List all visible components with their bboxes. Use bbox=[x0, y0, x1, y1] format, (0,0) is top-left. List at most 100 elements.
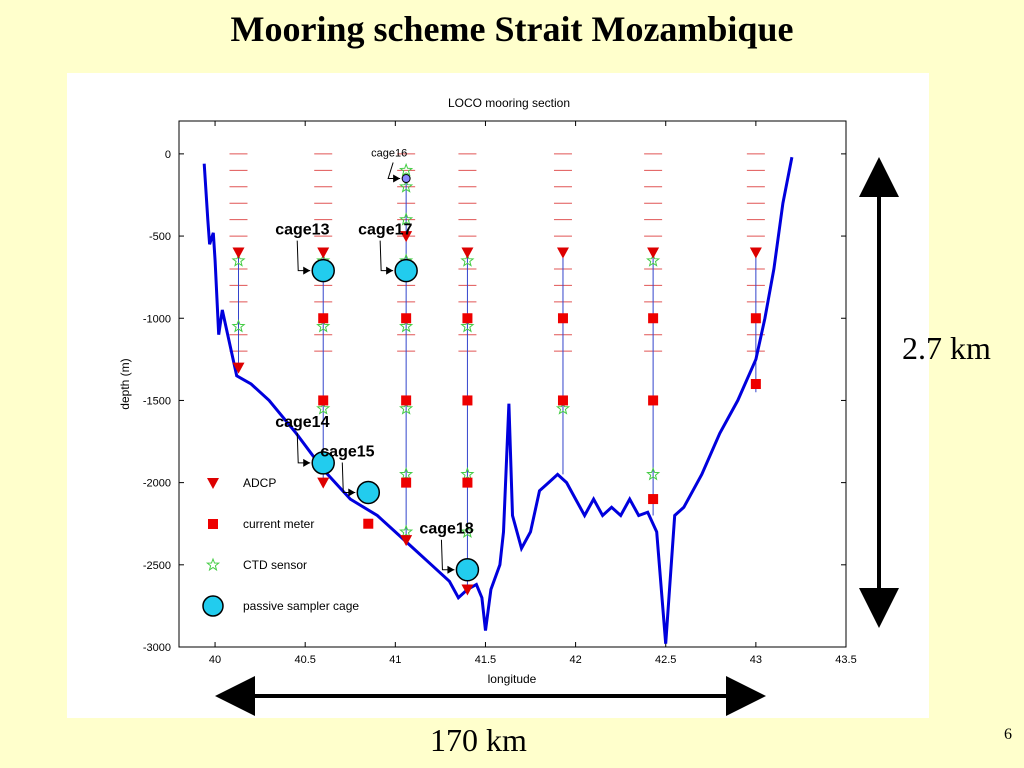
x-tick-label: 43 bbox=[750, 654, 762, 666]
y-tick-label: -1000 bbox=[143, 313, 171, 325]
adcp-marker bbox=[400, 535, 413, 547]
cage-marker bbox=[401, 174, 411, 184]
adcp-marker bbox=[749, 247, 762, 259]
cage-marker bbox=[356, 480, 381, 505]
cage-label: cage17 bbox=[358, 222, 412, 239]
x-tick-label: 40.5 bbox=[294, 654, 315, 666]
ctd-sensor-marker bbox=[399, 179, 414, 193]
chart-legend: ADCP current meter CTD sensor passive sampl… bbox=[202, 476, 359, 617]
chart-title: LOCO mooring section bbox=[448, 96, 570, 110]
bathymetry-line bbox=[202, 156, 794, 644]
figure-panel: LOCO mooring section 40 40.5 41 41.5 42 42.5 4… bbox=[67, 73, 929, 718]
current-meter-marker bbox=[648, 395, 659, 406]
current-meter-marker bbox=[462, 395, 473, 406]
x-tick-label: 41.5 bbox=[475, 654, 496, 666]
adcp-marker bbox=[317, 477, 330, 489]
cage-marker bbox=[311, 451, 335, 475]
cage-label: cage15 bbox=[320, 443, 374, 460]
cage-marker bbox=[394, 258, 418, 283]
legend-cage-symbol bbox=[202, 595, 224, 617]
legend-label: passive sampler cage bbox=[243, 599, 359, 613]
ctd-sensor-marker bbox=[231, 253, 246, 267]
ctd-sensor-marker bbox=[460, 319, 475, 333]
cage-label: cage14 bbox=[275, 414, 329, 431]
ctd-sensor-marker bbox=[399, 401, 414, 415]
sampler-cages: cage13 cage17 cage14 cage15 cage18 cage16 bbox=[275, 148, 480, 582]
adcp-marker bbox=[556, 247, 569, 259]
vertical-scale-label: 2.7 km bbox=[902, 330, 991, 366]
adcp-marker bbox=[400, 231, 413, 243]
legend-label: CTD sensor bbox=[243, 558, 307, 572]
adcp-marker bbox=[461, 584, 474, 596]
current-meter-marker bbox=[401, 313, 412, 324]
y-axis-label: depth (m) bbox=[118, 358, 132, 409]
current-meter-marker bbox=[750, 313, 761, 324]
horizontal-scale-label: 170 km bbox=[430, 722, 527, 758]
legend-ctd-symbol bbox=[205, 557, 221, 572]
mooring-instruments bbox=[231, 162, 762, 596]
cage-leader-arrowhead bbox=[386, 266, 394, 275]
cage-label: cage18 bbox=[419, 521, 473, 538]
plot-area bbox=[178, 120, 847, 648]
mooring-section-chart: LOCO mooring section 40 40.5 41 41.5 42 42.5 4… bbox=[118, 96, 857, 686]
ctd-sensor-marker bbox=[399, 212, 414, 226]
current-meter-marker bbox=[401, 477, 412, 488]
y-tick-label: -3000 bbox=[143, 642, 171, 654]
current-meter-marker bbox=[648, 313, 659, 324]
cage-leader-arrowhead bbox=[393, 174, 401, 183]
legend-adcp-symbol bbox=[207, 478, 219, 489]
legend-label: ADCP bbox=[243, 476, 276, 490]
y-tick-label: -2500 bbox=[143, 560, 171, 572]
x-tick-label: 42.5 bbox=[655, 654, 676, 666]
ctd-sensor-marker bbox=[316, 319, 331, 333]
cage-label: cage16 bbox=[371, 148, 407, 160]
cage-leader-arrowhead bbox=[303, 266, 311, 275]
adcp-marker bbox=[461, 247, 474, 259]
ctd-sensor-marker bbox=[399, 319, 414, 333]
adcp-marker bbox=[232, 362, 245, 374]
legend-current-meter-symbol bbox=[208, 519, 218, 529]
slide-title: Mooring scheme Strait Mozambique bbox=[230, 9, 794, 49]
cage-leader-arrowhead bbox=[447, 565, 455, 574]
ctd-sensor-marker bbox=[399, 524, 414, 538]
adcp-marker bbox=[647, 247, 660, 259]
y-tick-label: -500 bbox=[149, 231, 171, 243]
adcp-marker bbox=[317, 247, 330, 259]
ctd-sensor-marker bbox=[646, 253, 661, 267]
ctd-sensor-marker bbox=[460, 466, 475, 481]
current-meter-marker bbox=[462, 477, 473, 488]
x-tick-label: 40 bbox=[209, 654, 221, 666]
cage-leader-arrowhead bbox=[303, 458, 311, 467]
ctd-sensor-marker bbox=[460, 524, 475, 538]
adcp-marker bbox=[232, 247, 245, 259]
cage-label: cage13 bbox=[275, 222, 329, 239]
x-tick-label: 43.5 bbox=[835, 654, 856, 666]
current-meter-marker bbox=[318, 313, 329, 324]
cage-marker bbox=[311, 258, 335, 283]
current-meter-marker bbox=[750, 379, 761, 389]
x-tick-label: 42 bbox=[569, 654, 581, 666]
y-tick-label: 0 bbox=[165, 149, 171, 161]
y-tick-label: -2000 bbox=[143, 478, 171, 490]
current-meter-marker bbox=[557, 395, 568, 406]
legend-label: current meter bbox=[243, 517, 314, 531]
current-meter-marker bbox=[462, 313, 473, 324]
y-tick-label: -1500 bbox=[143, 395, 171, 407]
page-number: 6 bbox=[1004, 726, 1012, 743]
current-meter-marker bbox=[363, 518, 374, 529]
ctd-sensor-marker bbox=[399, 466, 414, 481]
current-meter-marker bbox=[318, 395, 329, 406]
x-axis-label: longitude bbox=[488, 672, 537, 686]
x-tick-label: 41 bbox=[389, 654, 401, 666]
axis-ticks: 40 40.5 41 41.5 42 42.5 43 43.5 0 -500 -1000 -1500 -… bbox=[143, 121, 857, 666]
ctd-sensor-marker bbox=[231, 319, 246, 333]
current-meter-marker bbox=[401, 395, 412, 406]
cage-marker bbox=[455, 557, 480, 582]
ctd-sensor-marker bbox=[399, 162, 414, 177]
current-meter-marker bbox=[557, 313, 568, 324]
ctd-sensor-marker bbox=[460, 253, 475, 267]
cage-leader-arrowhead bbox=[348, 488, 356, 497]
ctd-sensor-marker bbox=[646, 466, 661, 481]
ctd-sensor-marker bbox=[555, 401, 571, 415]
ctd-sensor-marker bbox=[316, 401, 331, 415]
